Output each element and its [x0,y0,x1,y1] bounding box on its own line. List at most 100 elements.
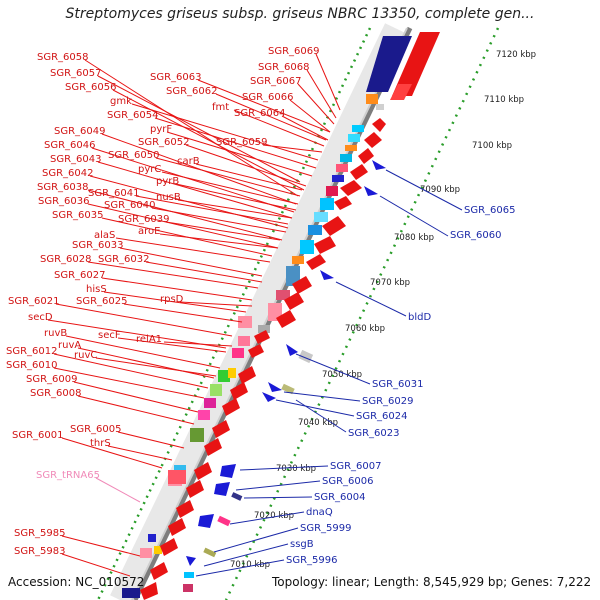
reverse-block-olive [281,383,295,395]
gene-label: relA1 [136,334,162,345]
gene-label: bldD [408,312,431,323]
genome-summary: Topology: linear; Length: 8,545,929 bp; … [272,575,592,589]
gene-label: SGR_6031 [372,379,424,390]
gene-label: SGR_6057 [50,68,102,79]
gene-label: SGR_6024 [356,411,408,422]
scale-dotted-line [224,27,500,600]
gene-label: SGR_6038 [37,182,89,193]
gene-label: pyrC [138,164,161,175]
gene-label: SGR_6004 [314,492,366,503]
gene-label: rpsD [160,294,184,305]
gene-label: SGR_6007 [330,461,382,472]
gene-label: SGR_6001 [12,430,64,441]
reverse-block-pink [217,515,231,527]
kbp-tick: 7040 kbp [298,418,338,428]
gene-label: secD [28,312,53,323]
gene-label: SGR_6049 [54,126,106,137]
kbp-tick: 7050 kbp [322,370,362,380]
gene-label: SGR_6059 [216,137,268,148]
left-dotted-line [96,27,372,600]
kbp-tick: 7060 kbp [345,324,385,334]
gene-label: SGR_6005 [70,424,122,435]
kbp-tick: 7100 kbp [472,141,512,151]
gene-label: SGR_6069 [268,46,320,57]
kbp-tick: 7030 kbp [276,464,316,474]
gene-label: carB [177,156,200,167]
reverse-block-grey [298,349,314,364]
gene-label: dnaQ [306,507,333,518]
gene-label: SGR_6054 [107,110,159,121]
gene-label: SGR_6023 [348,428,400,439]
reverse-block-cyan [184,572,194,578]
gene-arrow-red [390,84,412,100]
gene-label: SGR_6009 [26,374,78,385]
kbp-tick: 7020 kbp [254,511,294,521]
gene-label: SGR_6052 [138,137,190,148]
forward-gene-arrows [140,118,386,600]
gene-label: SGR_6028 [40,254,92,265]
kbp-tick: 7080 kbp [394,233,434,243]
gene-label: SGR_6041 [88,188,140,199]
gene-label: SGR_5985 [14,528,66,539]
gene-label: SGR_6008 [30,388,82,399]
gene-label: SGR_5983 [14,546,66,557]
gene-label: SGR_6043 [50,154,102,165]
reverse-block-olive-2 [203,547,217,558]
kbp-tick: 7010 kbp [230,560,270,570]
kbp-tick: 7090 kbp [420,185,460,195]
gene-label: SGR_6032 [98,254,150,265]
gene-block-large-red [392,32,440,96]
gene-label: thrS [90,438,111,449]
gene-label: hisS [86,284,107,295]
gene-label: ruvA [58,340,81,351]
forward-block-red [168,470,186,484]
right-leader-lines [195,169,463,577]
gene-label: SGR_6063 [150,72,202,83]
gene-label: SGR_6033 [72,240,124,251]
gene-label: SGR_6012 [6,346,58,357]
gene-label: SGR_5996 [286,555,338,566]
trna-label: SGR_tRNA65 [36,470,100,481]
gene-label: SGR_6060 [450,230,502,241]
gene-label: SGR_6062 [166,86,218,97]
gene-label: secF [98,330,121,341]
gene-label: SGR_6039 [118,214,170,225]
gene-label: SGR_6029 [362,396,414,407]
gene-label: SGR_6066 [242,92,294,103]
gene-label: SGR_6027 [54,270,106,281]
gene-label: ssgB [290,539,314,550]
gene-label: SGR_6046 [44,140,96,151]
left-feature-track [122,94,384,598]
accession-label: Accession: NC_010572 [8,575,145,589]
gene-label: SGR_6068 [258,62,310,73]
gene-label: SGR_6065 [464,205,516,216]
gene-label: ruvC [74,350,97,361]
gene-block-large-blue [366,36,412,92]
kbp-tick: 7120 kbp [496,50,536,60]
scale-ticks: 7120 kbp 7110 kbp 7100 kbp 7090 kbp 7080… [230,50,536,570]
gene-label: SGR_5999 [300,523,352,534]
gene-label: SGR_6006 [322,476,374,487]
left-leader-lines [47,53,341,577]
gene-label: SGR_6042 [42,168,94,179]
gene-label: SGR_6010 [6,360,58,371]
left-gene-labels: SGR_6069 SGR_6058 SGR_6068 SGR_6057 SGR_… [6,46,320,557]
gene-label: pyrB [156,176,179,187]
gene-label: SGR_6040 [104,200,156,211]
gene-label: SGR_6067 [250,76,302,87]
forward-block-pink [238,316,252,328]
gene-label: SGR_6036 [38,196,90,207]
gene-label: gmk [110,96,132,107]
gene-label: fmt [212,102,229,113]
gene-label: alaS [94,230,115,241]
gene-label: pyrF [150,124,172,135]
gene-label: nusB [156,192,181,203]
gene-label: ruvB [44,328,67,339]
reverse-block-navy [231,492,243,501]
map-title: Streptomyces griseus subsp. griseus NBRC… [65,6,535,22]
gene-label: SGR_6056 [65,82,117,93]
forward-track-band [110,23,405,600]
right-gene-labels: SGR_6065 SGR_6060 bldD SGR_6031 SGR_6029… [286,205,516,566]
gene-label: SGR_6021 [8,296,60,307]
gene-label: aroE [138,226,160,237]
